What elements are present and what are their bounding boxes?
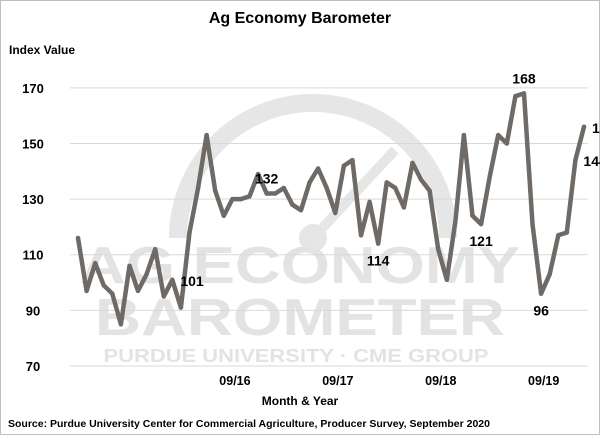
data-label: 144 — [583, 153, 600, 169]
y-tick-label: 130 — [22, 192, 44, 207]
data-point — [75, 235, 81, 241]
data-point — [127, 263, 132, 269]
data-point — [564, 230, 570, 235]
data-point — [333, 210, 338, 216]
data-point — [281, 185, 287, 191]
data-point — [238, 196, 244, 202]
data-point — [101, 283, 106, 288]
y-tick-label: 110 — [23, 248, 44, 263]
x-tick-label: 09/18 — [425, 374, 456, 388]
data-point — [573, 157, 578, 163]
x-axis-label: Month & Year — [262, 394, 339, 408]
chart-title: Ag Economy Barometer — [209, 10, 391, 27]
watermark-logo — [169, 94, 457, 252]
data-point — [384, 180, 389, 185]
data-point — [290, 202, 295, 207]
data-point — [393, 185, 398, 191]
data-label: 132 — [255, 171, 279, 187]
x-tick-label: 09/19 — [528, 374, 559, 388]
data-point — [530, 221, 535, 227]
data-point — [453, 219, 458, 224]
data-point — [444, 277, 449, 282]
data-point — [221, 213, 226, 218]
data-point — [161, 294, 166, 299]
data-point — [255, 171, 261, 177]
y-tick-label: 90 — [26, 303, 40, 318]
data-point — [470, 213, 475, 218]
data-point — [418, 177, 424, 182]
data-point — [298, 208, 304, 213]
data-point — [170, 277, 175, 282]
data-point — [556, 233, 561, 238]
data-point — [315, 166, 321, 171]
y-tick-label: 150 — [22, 136, 44, 151]
data-point — [504, 141, 510, 146]
x-tick-label: 09/17 — [322, 374, 353, 388]
data-point — [110, 291, 115, 296]
y-tick-label: 70 — [26, 359, 40, 374]
data-point — [538, 291, 544, 296]
data-point — [135, 288, 141, 294]
data-point — [375, 241, 381, 246]
data-point — [178, 305, 184, 310]
data-point — [496, 132, 501, 138]
source-note: Source: Purdue University Center for Com… — [8, 418, 490, 430]
data-point — [401, 205, 407, 210]
data-point — [307, 180, 312, 185]
y-axis-label: Index Value — [9, 43, 75, 57]
data-point — [410, 160, 415, 166]
data-labels: 101 132 114 121 168 96 144 156 — [180, 70, 600, 318]
x-tick-label: 09/16 — [219, 374, 250, 388]
data-point — [84, 288, 89, 294]
data-point — [350, 157, 355, 163]
y-axis-ticks: 70 90 110 130 150 170 — [22, 81, 44, 374]
data-point — [487, 174, 492, 180]
data-point — [213, 188, 218, 193]
data-point — [264, 191, 269, 196]
data-point — [92, 260, 98, 266]
series-layer — [75, 91, 587, 327]
data-point — [247, 194, 252, 199]
data-point — [461, 132, 467, 138]
data-point — [547, 272, 552, 277]
data-point — [436, 246, 441, 252]
data-point — [187, 230, 192, 235]
data-label: 96 — [533, 303, 549, 319]
y-tick-label: 170 — [22, 81, 44, 96]
data-point — [513, 93, 518, 99]
data-point — [358, 233, 364, 238]
data-label: 168 — [512, 70, 536, 86]
data-point — [144, 272, 149, 277]
data-point — [367, 199, 372, 205]
data-point — [427, 188, 432, 193]
watermark-text-line3: PURDUE UNIVERSITY · CME GROUP — [104, 346, 489, 366]
data-point — [521, 91, 527, 96]
data-label: 114 — [367, 253, 390, 269]
data-label: 156 — [592, 120, 600, 136]
data-point — [204, 132, 209, 138]
data-label: 121 — [469, 233, 493, 249]
data-point — [341, 163, 347, 168]
data-point — [273, 191, 278, 196]
data-point — [230, 196, 235, 202]
data-label: 101 — [180, 273, 204, 289]
data-point — [478, 221, 484, 227]
data-point — [581, 124, 587, 129]
data-point — [152, 246, 158, 252]
data-point — [324, 185, 329, 191]
data-point — [195, 185, 201, 191]
data-point — [118, 322, 124, 327]
watermark-text-line2: BAROMETER — [95, 289, 505, 347]
